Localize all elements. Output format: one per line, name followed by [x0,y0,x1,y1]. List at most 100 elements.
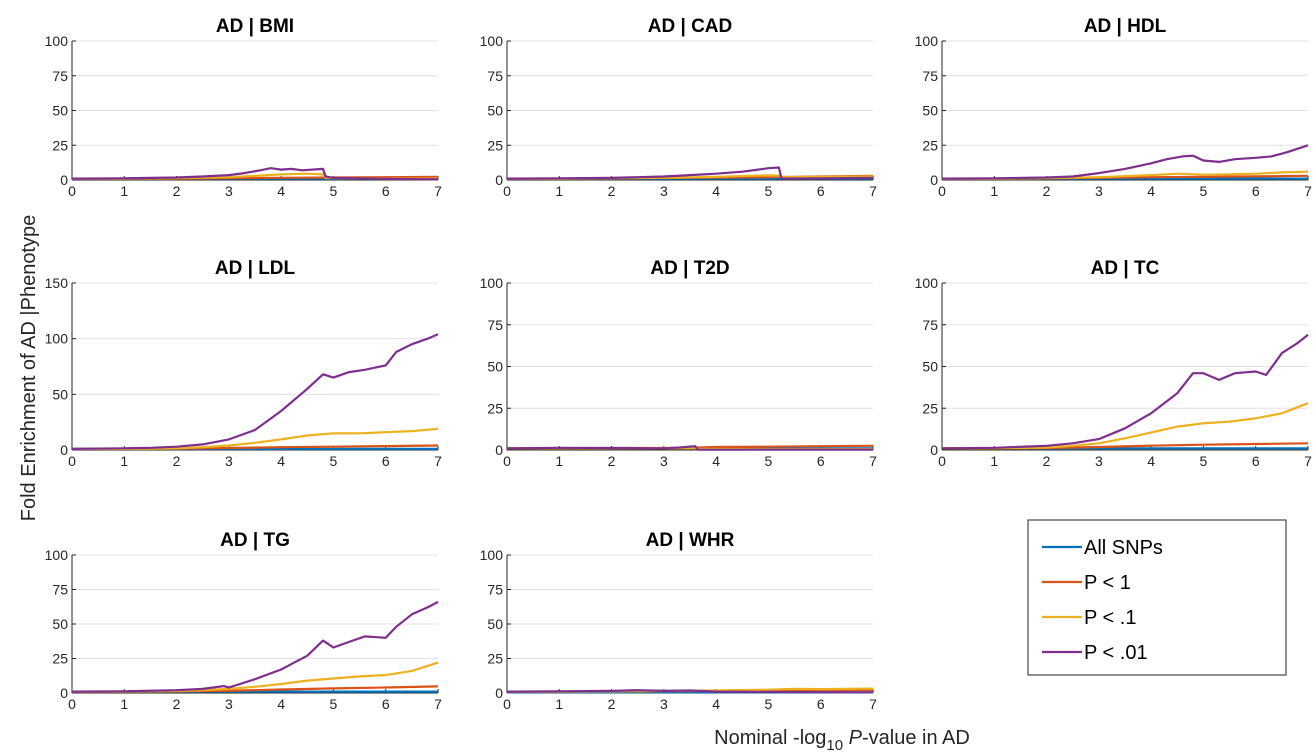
series-line-p-01 [506,445,873,451]
legend-label: P < .1 [1084,607,1136,629]
x-tick-label: 1 [555,696,563,712]
y-tick-label: 0 [495,685,503,701]
x-tick-label: 6 [382,453,390,469]
legend-label: P < .01 [1084,642,1148,664]
x-tick-label: 0 [68,453,76,469]
subplot-title: AD | HDL [1084,16,1167,37]
y-tick-label: 100 [480,547,504,563]
y-tick-label: 0 [495,172,503,188]
x-tick-label: 3 [1095,453,1103,469]
x-tick-label: 4 [1147,453,1155,469]
x-tick-label: 3 [660,696,668,712]
series-line-p-01 [941,144,1309,180]
x-tick-label: 0 [68,183,76,199]
x-tick-label: 4 [277,696,285,712]
x-tick-label: 4 [712,696,720,712]
x-tick-label: 3 [225,183,233,199]
x-tick-label: 2 [608,453,616,469]
y-tick-label: 100 [915,275,939,291]
x-tick-label: 2 [1043,453,1051,469]
x-tick-label: 4 [712,453,720,469]
x-tick-label: 0 [938,183,946,199]
x-tick-label: 1 [990,453,998,469]
x-tick-label: 3 [225,696,233,712]
x-tick-label: 6 [817,696,825,712]
x-tick-label: 5 [330,696,338,712]
y-tick-label: 75 [922,68,938,84]
y-tick-label: 25 [487,137,503,153]
y-tick-label: 100 [915,33,939,49]
x-tick-label: 5 [1200,453,1208,469]
y-tick-label: 75 [52,582,68,598]
series-line-p-01 [71,333,439,450]
y-tick-label: 75 [487,68,503,84]
y-tick-label: 75 [487,582,503,598]
subplot-2: AD | CAD 0 25 50 75 100 0 1 2 3 4 5 6 7 [480,16,877,199]
subplot-title: AD | T2D [650,258,729,279]
y-tick-label: 50 [487,103,503,119]
subplot-title: AD | LDL [215,258,296,279]
subplot-title: AD | BMI [216,16,294,37]
y-tick-label: 50 [487,359,503,375]
x-tick-label: 0 [503,183,511,199]
x-tick-label: 3 [1095,183,1103,199]
subplot-7: AD | TG 0 25 50 75 100 0 1 2 3 4 5 6 7 [45,530,442,712]
subplot-1: AD | BMI 0 25 50 75 100 0 1 2 3 4 5 6 7 [45,16,442,199]
shared-x-axis-label: Nominal -log10 P-value in AD [714,727,970,754]
x-tick-label: 7 [434,453,442,469]
legend-label: P < 1 [1084,572,1131,594]
subplot-title: AD | TC [1091,258,1160,279]
series-line-p-01 [71,167,439,181]
subplot-title: AD | TG [220,530,290,551]
x-tick-label: 4 [1147,183,1155,199]
x-tick-label: 3 [660,453,668,469]
series-line-p-01 [941,333,1309,450]
y-tick-label: 0 [495,442,503,458]
x-tick-label: 5 [765,183,773,199]
x-tick-label: 7 [869,453,877,469]
subplot-3: AD | HDL 0 25 50 75 100 0 1 2 3 4 5 6 7 [915,16,1312,199]
subplot-6: AD | TC 0 25 50 75 100 0 1 2 3 4 5 6 7 [915,258,1312,469]
shared-y-axis-label: Fold Enrichment of AD |Phenotype [18,215,40,521]
x-tick-label: 7 [434,183,442,199]
x-tick-label: 2 [173,453,181,469]
y-tick-label: 25 [52,137,68,153]
y-tick-label: 50 [922,103,938,119]
x-tick-label: 4 [712,183,720,199]
y-tick-label: 100 [45,547,69,563]
x-tick-label: 6 [1252,453,1260,469]
x-tick-label: 0 [503,696,511,712]
y-tick-label: 0 [930,442,938,458]
x-tick-label: 6 [382,183,390,199]
x-tick-label: 5 [1200,183,1208,199]
series-line-p-1 [72,427,439,450]
series-line-p-1 [942,402,1309,450]
y-tick-label: 75 [487,317,503,333]
x-tick-label: 7 [869,696,877,712]
subplot-5: AD | T2D 0 25 50 75 100 0 1 2 3 4 5 6 7 [480,258,877,469]
x-tick-label: 7 [434,696,442,712]
y-tick-label: 0 [930,172,938,188]
y-tick-label: 25 [922,137,938,153]
y-tick-label: 50 [487,616,503,632]
x-tick-label: 1 [555,453,563,469]
series-line-p-01 [506,689,874,694]
legend: All SNPs P < 1 P < .1 P < .01 [1027,519,1287,676]
x-tick-label: 2 [1043,183,1051,199]
y-tick-label: 25 [487,400,503,416]
x-tick-label: 1 [120,183,128,199]
y-tick-label: 50 [52,616,68,632]
x-tick-label: 6 [817,453,825,469]
y-tick-label: 100 [480,275,504,291]
series-line-p-01 [506,166,874,180]
x-tick-label: 1 [120,696,128,712]
x-tick-label: 1 [555,183,563,199]
subplot-4: AD | LDL 0 50 100 150 0 1 2 3 4 5 6 7 [45,258,442,469]
subplot-8: AD | WHR 0 25 50 75 100 0 1 2 3 4 5 6 7 [480,530,877,712]
x-tick-label: 4 [277,183,285,199]
y-tick-label: 150 [45,275,69,291]
y-tick-label: 50 [922,359,938,375]
y-tick-label: 0 [60,172,68,188]
x-tick-label: 6 [382,696,390,712]
